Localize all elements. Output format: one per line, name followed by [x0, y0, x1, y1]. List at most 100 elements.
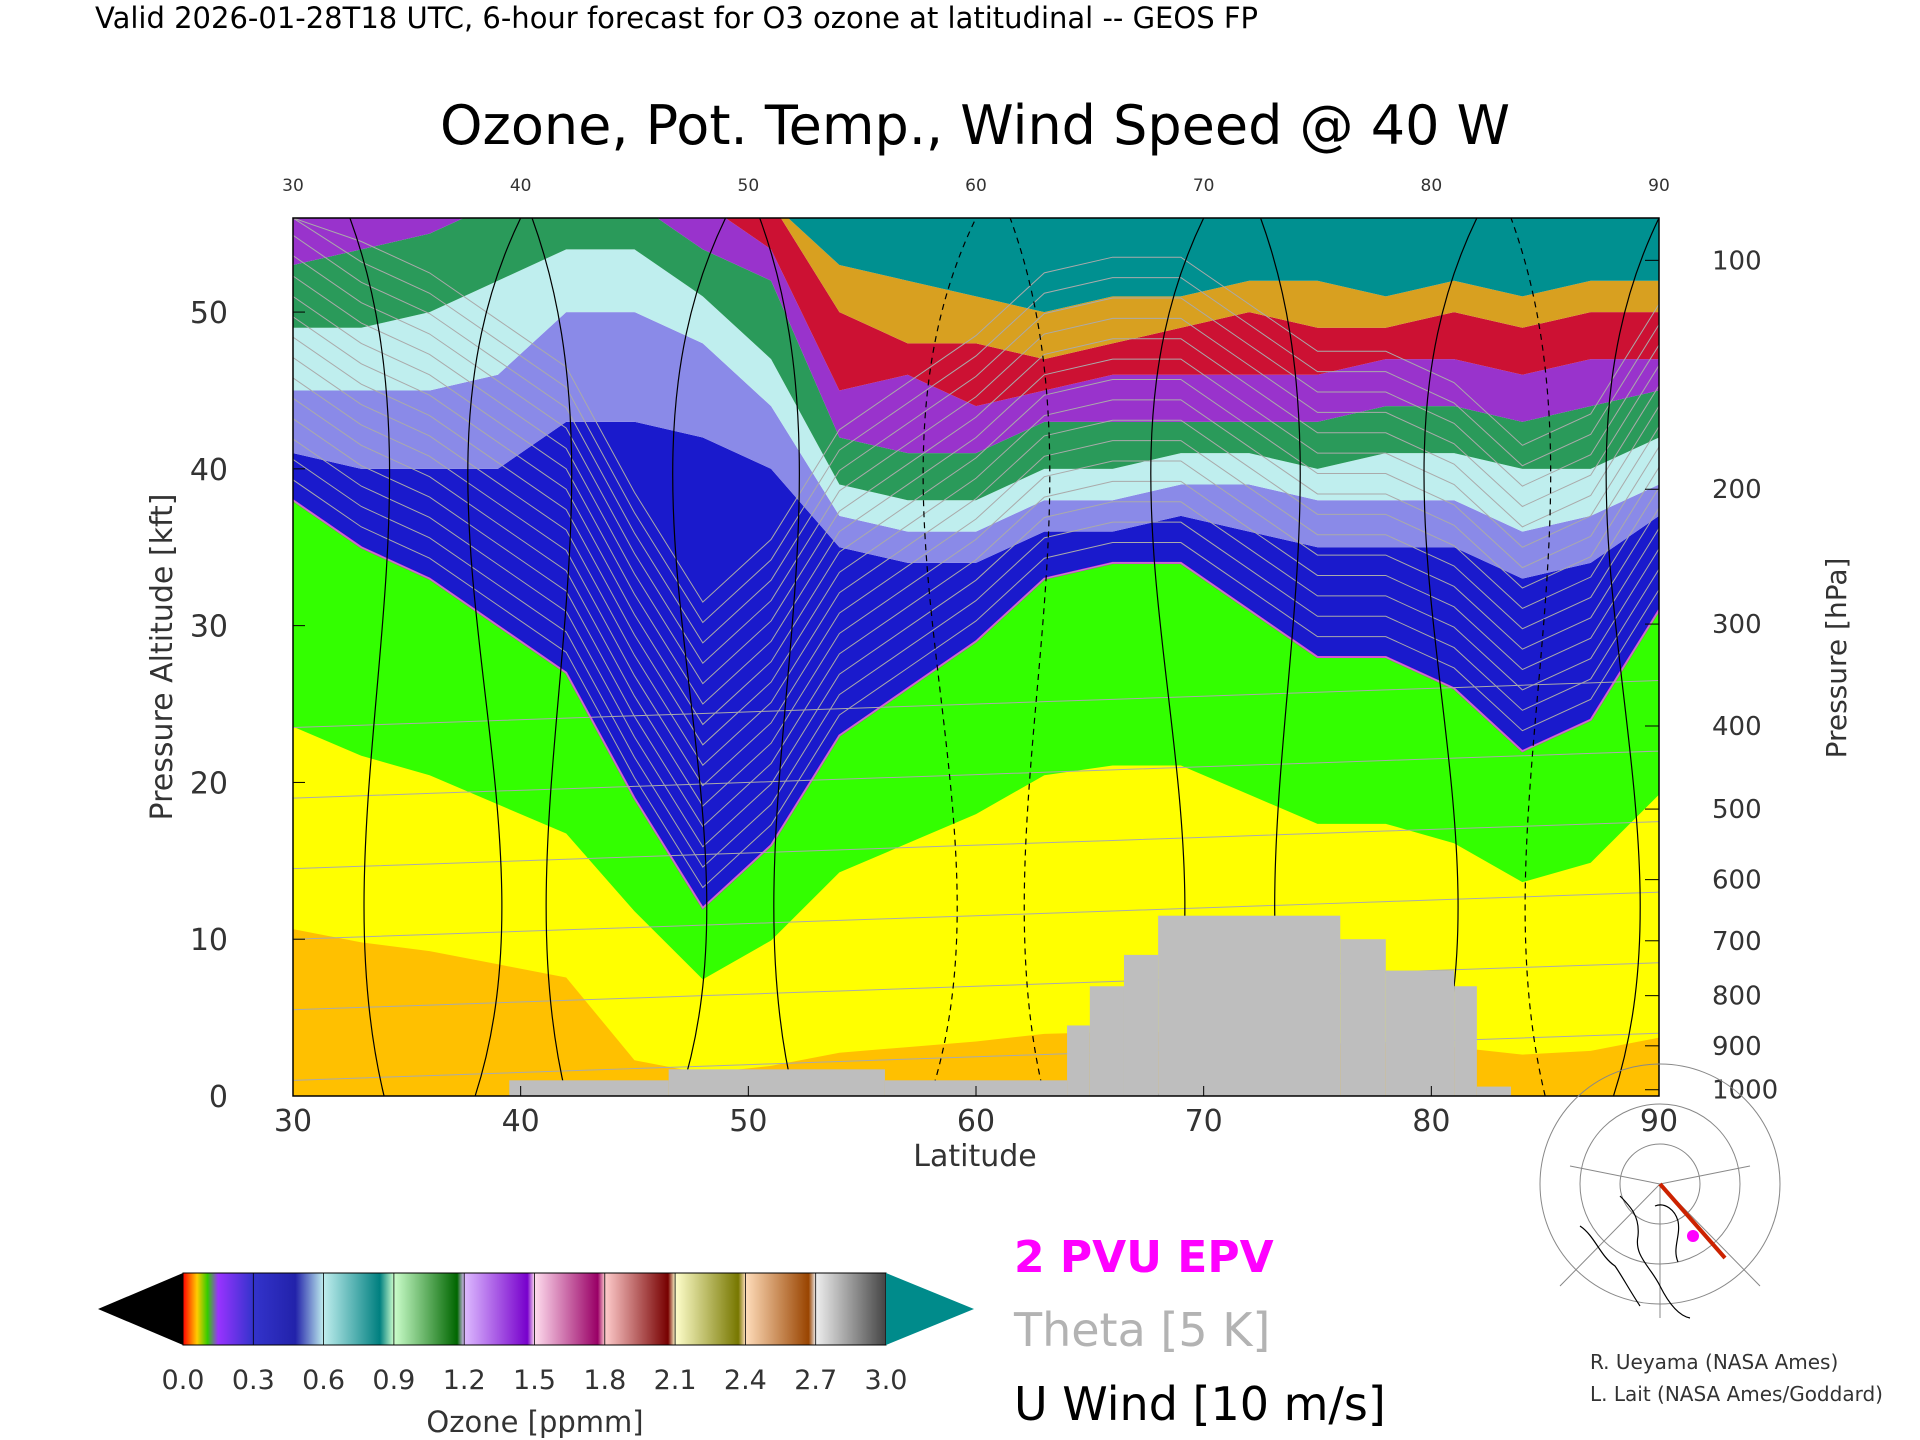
x-tick-label: 80 [1412, 1104, 1450, 1139]
colorbar-tick-label: 0.0 [162, 1365, 205, 1396]
colorbar-min-arrow [98, 1273, 183, 1345]
u-wind-contour [759, 218, 800, 1096]
credit-ueyama: R. Ueyama (NASA Ames) [1590, 1350, 1838, 1374]
x-tick-label: 60 [957, 1104, 995, 1139]
y-tick-label: 50 [190, 296, 228, 331]
colorbar-tick-label: 2.4 [724, 1365, 767, 1396]
colorbar-tick-label: 1.8 [583, 1365, 626, 1396]
y-tick-label: 40 [190, 453, 228, 488]
locator-map [1539, 1063, 1781, 1319]
theta-isoline [293, 962, 1659, 1011]
terrain-block [1385, 970, 1455, 1096]
x-top-tick-label: 30 [282, 176, 304, 196]
x-top-tick-label: 90 [1648, 176, 1670, 196]
x-tick-label: 30 [274, 1104, 312, 1139]
theta-isoline [293, 275, 1659, 685]
y-tick-label: 0 [209, 1080, 228, 1115]
legend-theta: Theta [5 K] [1013, 1303, 1270, 1357]
theta-isoline [293, 255, 1659, 665]
colorbar-tick-label: 1.2 [443, 1365, 486, 1396]
cross-section-track [1658, 1182, 1727, 1260]
theta-isoline [293, 295, 1659, 705]
pressure-tick-label: 200 [1712, 475, 1762, 505]
theta-isoline [293, 218, 1659, 624]
x-tick-label: 70 [1185, 1104, 1223, 1139]
plot-area [293, 218, 1659, 1096]
theta-isoline [293, 750, 1659, 799]
ozone-layer-band [293, 218, 1659, 501]
theta-isoline [293, 821, 1659, 870]
terrain-block [1089, 986, 1124, 1096]
chart-title: Ozone, Pot. Temp., Wind Speed @ 40 W [440, 94, 1510, 157]
terrain-block [509, 1080, 669, 1096]
colorbar-tick-label: 0.3 [232, 1365, 275, 1396]
terrain-block [1123, 954, 1159, 1096]
ozone-layer-band [780, 218, 1659, 360]
x-tick-label: 50 [729, 1104, 767, 1139]
pressure-tick-label: 800 [1712, 982, 1762, 1012]
y-tick-label: 20 [190, 766, 228, 801]
theta-isoline [293, 336, 1659, 746]
x-top-tick-label: 50 [738, 176, 760, 196]
x-tick-label: 90 [1640, 1104, 1678, 1139]
theta-isoline [293, 438, 1659, 848]
theta-isoline [293, 459, 1659, 868]
ozone-top-band [788, 218, 1659, 313]
x-top-tick-label: 70 [1193, 176, 1215, 196]
pressure-tick-label: 300 [1712, 610, 1762, 640]
theta-isoline [293, 479, 1659, 889]
pressure-tick-label: 700 [1712, 927, 1762, 957]
ozone-layer-band [293, 249, 1659, 532]
theta-isoline [293, 891, 1659, 940]
terrain-block [1158, 915, 1341, 1096]
colorbar-max-arrow [886, 1273, 974, 1345]
u-wind-contour [467, 218, 522, 1096]
theta-isoline [293, 418, 1659, 828]
legend-epv: 2 PVU EPV [1014, 1232, 1274, 1283]
y2-axis-label: Pressure [hPa] [1820, 558, 1853, 759]
theta-isoline [293, 357, 1659, 766]
terrain-block [1454, 986, 1477, 1096]
x-top-tick-label: 80 [1421, 176, 1443, 196]
header-text: Valid 2026-01-28T18 UTC, 6-hour forecast… [95, 1, 1258, 35]
u-wind-contour [1605, 218, 1659, 1096]
colorbar: Ozone [ppmm] 0.0 0.3 0.6 0.9 1.2 1.5 1.8 2.1 2.4… [98, 1272, 974, 1439]
location-marker [1687, 1230, 1699, 1242]
u-wind-contour [672, 218, 727, 1096]
theta-isoline [293, 680, 1659, 729]
pressure-tick-label: 900 [1712, 1032, 1762, 1062]
pressure-tick-label: 600 [1712, 866, 1762, 896]
pressure-tick-label: 400 [1712, 712, 1762, 742]
pressure-tick-label: 100 [1712, 246, 1762, 276]
theta-isoline [293, 499, 1659, 909]
ozone-layer-band [293, 218, 1659, 454]
u-wind-contour [1510, 218, 1552, 1096]
u-wind-contour [922, 218, 977, 1096]
u-wind-contour [349, 218, 391, 1096]
colorbar-tick-label: 2.1 [654, 1365, 697, 1396]
axes: 3030404050506060707080809090010203040501… [190, 176, 1778, 1139]
terrain-block [1476, 1086, 1512, 1096]
colorbar-tick-label: 0.9 [372, 1365, 415, 1396]
y-axis-label: Pressure Altitude [kft] [145, 494, 180, 821]
terrain-block [1340, 939, 1386, 1096]
theta-isoline [293, 234, 1659, 644]
pressure-tick-label: 500 [1712, 795, 1762, 825]
terrain-block [1067, 1025, 1090, 1096]
y-tick-label: 30 [190, 610, 228, 645]
colorbar-tick-label: 3.0 [865, 1365, 908, 1396]
pressure-tick-label: 1000 [1712, 1076, 1778, 1106]
credit-lait: L. Lait (NASA Ames/Goddard) [1590, 1382, 1883, 1406]
ozone-layer-band [293, 312, 1659, 579]
colorbar-tick-label: 1.5 [513, 1365, 556, 1396]
terrain-block [668, 1069, 885, 1096]
colorbar-label: Ozone [ppmm] [426, 1405, 643, 1439]
x-top-tick-label: 60 [965, 176, 987, 196]
theta-isoline [293, 397, 1659, 807]
colorbar-tick-label: 2.7 [794, 1365, 837, 1396]
x-top-tick-label: 40 [510, 176, 532, 196]
u-wind-contour [531, 218, 573, 1096]
theta-isoline [293, 316, 1659, 726]
x-tick-label: 40 [502, 1104, 540, 1139]
